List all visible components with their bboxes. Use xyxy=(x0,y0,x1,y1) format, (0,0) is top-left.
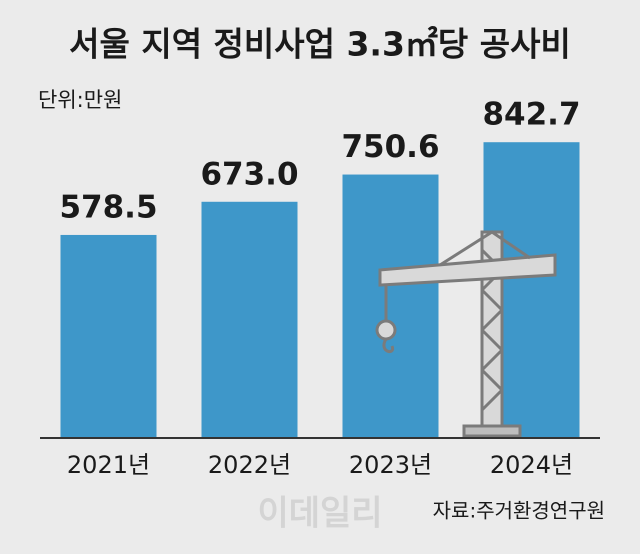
value-label: 750.6 xyxy=(341,129,439,165)
bar xyxy=(342,174,439,438)
bar xyxy=(60,234,157,438)
x-tick-label: 2022년 xyxy=(208,451,291,479)
x-tick-label: 2021년 xyxy=(67,451,150,479)
bar xyxy=(201,201,298,438)
watermark: 이데일리 xyxy=(257,494,382,534)
x-tick-label: 2024년 xyxy=(490,451,573,479)
x-tick-label: 2023년 xyxy=(349,451,432,479)
unit-label: 단위:만원 xyxy=(38,88,122,112)
value-label: 673.0 xyxy=(200,156,298,192)
chart-title: 서울 지역 정비사업 3.3㎡당 공사비 xyxy=(69,25,571,64)
value-label: 842.7 xyxy=(482,97,580,133)
source-note: 자료:주거환경연구원 xyxy=(433,499,605,523)
crane-illustration xyxy=(375,230,557,438)
value-label: 578.5 xyxy=(59,189,157,225)
